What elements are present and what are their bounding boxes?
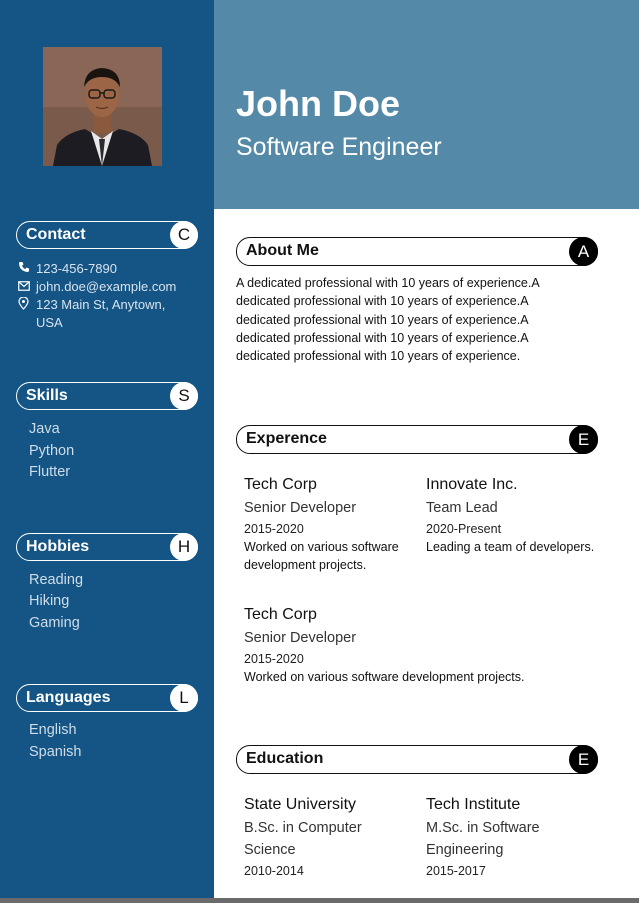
- hobbies-heading-label: Hobbies: [26, 538, 90, 555]
- about-heading-label: About Me: [246, 242, 319, 259]
- education-degree: M.Sc. in Software Engineering: [426, 820, 540, 858]
- experience-entry: Tech Corp Senior Developer 2015-2020 Wor…: [244, 604, 604, 686]
- experience-dates: 2020-Present: [426, 522, 502, 536]
- about-heading: About Me A: [236, 237, 598, 266]
- education-entry: Tech Institute M.Sc. in Software Enginee…: [426, 794, 586, 880]
- mail-icon: [18, 280, 32, 294]
- hobbies-badge: H: [170, 533, 198, 561]
- language-item: English: [29, 722, 77, 738]
- skills-badge: S: [170, 382, 198, 410]
- language-item: Spanish: [29, 744, 82, 760]
- experience-role: Senior Developer: [244, 500, 357, 516]
- hobby-item: Gaming: [29, 615, 80, 631]
- about-badge: A: [569, 237, 598, 266]
- contact-email: john.doe@example.com: [18, 279, 176, 294]
- contact-heading: Contact C: [16, 221, 198, 249]
- languages-heading-label: Languages: [26, 689, 111, 706]
- contact-phone-text: 123-456-7890: [36, 261, 117, 276]
- experience-description: Leading a team of developers.: [426, 540, 595, 554]
- page-bottom-border: [0, 898, 639, 903]
- experience-dates: 2015-2020: [244, 522, 304, 536]
- hobbies-heading: Hobbies H: [16, 533, 198, 561]
- person-name: John Doe: [236, 83, 401, 124]
- experience-company: Tech Corp: [244, 606, 317, 623]
- experience-entry: Innovate Inc. Team Lead 2020-Present Lea…: [426, 474, 596, 556]
- contact-badge: C: [170, 221, 198, 249]
- hobby-item: Reading: [29, 572, 84, 588]
- experience-badge: E: [569, 425, 598, 454]
- skill-item: Java: [29, 421, 60, 437]
- location-pin-icon: [18, 296, 32, 313]
- experience-description: Worked on various software development p…: [244, 670, 525, 684]
- experience-company: Innovate Inc.: [426, 476, 518, 493]
- education-badge: E: [569, 745, 598, 774]
- skill-item: Python: [29, 443, 75, 459]
- education-heading-label: Education: [246, 750, 324, 767]
- skills-heading: Skills S: [16, 382, 198, 410]
- main-content: [214, 209, 639, 898]
- about-text: A dedicated professional with 10 years o…: [236, 276, 539, 364]
- contact-phone: 123-456-7890: [18, 261, 117, 276]
- contact-address: 123 Main St, Anytown,: [18, 296, 165, 313]
- phone-icon: [18, 261, 32, 276]
- header-banner: [214, 0, 639, 209]
- experience-description: Worked on various software development p…: [244, 540, 399, 573]
- skills-heading-label: Skills: [26, 387, 68, 404]
- experience-company: Tech Corp: [244, 476, 317, 493]
- experience-heading-label: Experence: [246, 430, 327, 447]
- education-school: State University: [244, 796, 357, 813]
- education-dates: 2015-2017: [426, 864, 486, 878]
- contact-address-line1: 123 Main St, Anytown,: [36, 297, 166, 312]
- skill-item: Flutter: [29, 464, 71, 480]
- job-title: Software Engineer: [236, 133, 442, 161]
- experience-role: Team Lead: [426, 500, 498, 516]
- contact-heading-label: Contact: [26, 226, 86, 243]
- contact-email-text: john.doe@example.com: [36, 279, 177, 294]
- experience-role: Senior Developer: [244, 630, 357, 646]
- education-entry: State University B.Sc. in Computer Scien…: [244, 794, 404, 880]
- languages-heading: Languages L: [16, 684, 198, 712]
- education-dates: 2010-2014: [244, 864, 304, 878]
- education-school: Tech Institute: [426, 796, 521, 813]
- languages-badge: L: [170, 684, 198, 712]
- experience-entry: Tech Corp Senior Developer 2015-2020 Wor…: [244, 474, 414, 575]
- contact-address-line2: USA: [36, 315, 63, 330]
- experience-heading: Experence E: [236, 425, 598, 454]
- education-heading: Education E: [236, 745, 598, 774]
- profile-photo: [43, 47, 162, 166]
- hobby-item: Hiking: [29, 593, 70, 609]
- experience-dates: 2015-2020: [244, 652, 304, 666]
- education-degree: B.Sc. in Computer Science: [244, 820, 362, 858]
